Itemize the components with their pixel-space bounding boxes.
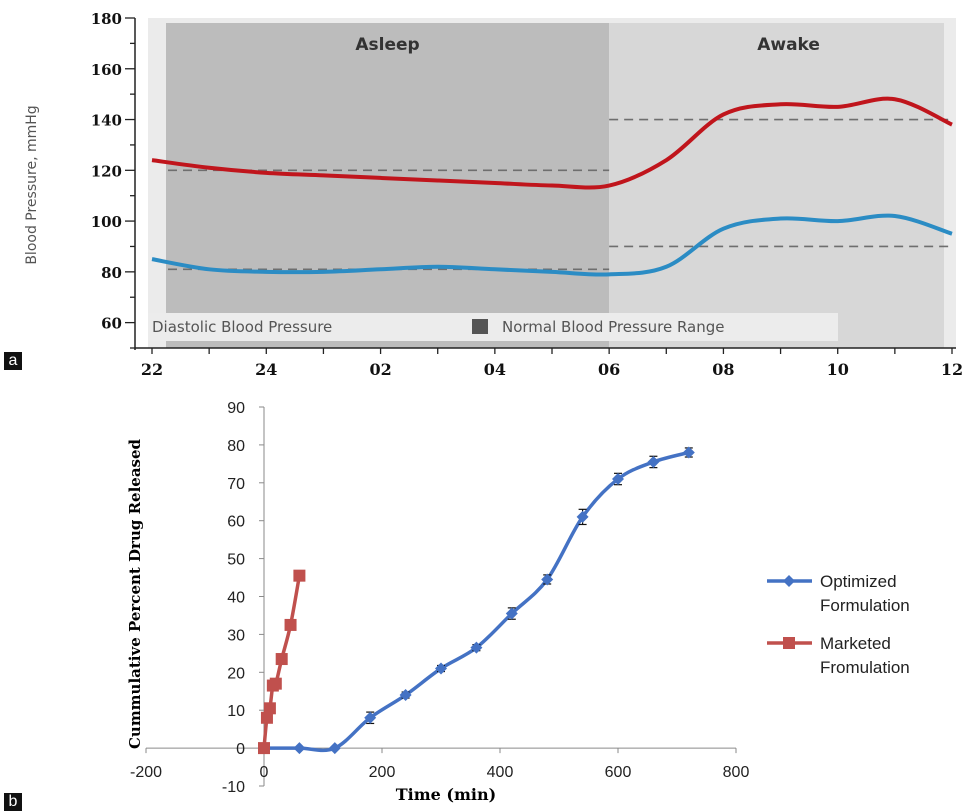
- bp-y-tick-label: 100: [91, 213, 122, 231]
- release-point-0: [612, 473, 624, 486]
- bp-series-line-0: [151, 96, 953, 190]
- release-y-tick-label: 30: [227, 627, 245, 644]
- blood-pressure-chart: Asleep Awake Diastolic Blood Pressure No…: [24, 10, 963, 379]
- release-point-0: [647, 455, 660, 468]
- release-point-0: [541, 573, 554, 586]
- bp-y-tick-label: 140: [91, 112, 122, 130]
- release-y-tick-label: 60: [227, 514, 245, 531]
- release-point-1: [284, 618, 297, 631]
- release-y-axis-label: Cummulative Percent Drug Released: [126, 438, 144, 749]
- release-point-1: [258, 742, 270, 755]
- bp-x-tick-label: 06: [598, 360, 620, 379]
- bp-axes: 60 80 100 120 140 160 180 22 24 02 04 06 08 10 12: [91, 10, 963, 379]
- release-point-0: [293, 742, 306, 755]
- legend-box: [148, 313, 838, 341]
- legend-label-1: Marketed Fromulation: [820, 634, 910, 677]
- release-point-0: [328, 742, 341, 755]
- release-point-0: [470, 641, 483, 654]
- release-y-tick-label: 50: [227, 552, 245, 569]
- bp-y-tick-label: 160: [91, 61, 122, 79]
- bp-x-tick-label: 10: [827, 360, 849, 379]
- asleep-label: Asleep: [355, 35, 419, 55]
- release-series: [258, 446, 695, 755]
- release-x-axis-label: Time (min): [396, 785, 496, 804]
- release-y-tick-label: 90: [227, 400, 245, 417]
- release-point-0: [576, 510, 589, 523]
- legend-label-line: Optimized: [820, 572, 897, 591]
- release-y-tick-label: 80: [227, 438, 245, 455]
- bp-x-tick-label: 04: [484, 360, 506, 379]
- bp-y-tick-label: 120: [91, 162, 122, 180]
- legend-label-line: Formulation: [820, 596, 910, 615]
- bp-x-tick-label: 08: [712, 360, 734, 379]
- release-point-1: [269, 677, 282, 690]
- panel-label-b: b: [4, 793, 22, 811]
- panel-label-a: a: [4, 352, 22, 370]
- legend-label-0: Optimized Formulation: [820, 572, 910, 615]
- awake-region: [609, 23, 944, 348]
- release-x-tick-label: 400: [487, 764, 514, 781]
- bp-x-tick-label: 22: [141, 360, 163, 379]
- bp-y-tick-label: 80: [101, 264, 122, 282]
- release-point-0: [435, 662, 447, 675]
- legend-label-line: Fromulation: [820, 658, 910, 677]
- release-point-0: [399, 689, 412, 702]
- release-y-tick-label: 40: [227, 590, 245, 607]
- legend-label-line: Marketed: [820, 634, 891, 653]
- release-x-tick-label: 200: [369, 764, 396, 781]
- bp-series-line-1: [151, 213, 953, 277]
- bp-x-tick-label: 24: [255, 360, 277, 379]
- release-y-tick-label: 20: [227, 665, 245, 682]
- legend-normal-range: Normal Blood Pressure Range: [502, 318, 725, 336]
- release-point-0: [364, 711, 377, 724]
- legend-diastolic: Diastolic Blood Pressure: [152, 318, 332, 336]
- legend-swatch: [472, 319, 488, 334]
- release-point-0: [505, 607, 518, 620]
- legend-marker-1: [783, 637, 795, 649]
- release-x-tick-label: 0: [260, 764, 269, 781]
- release-y-tick-label: 0: [236, 741, 245, 758]
- bp-x-tick-label: 02: [369, 360, 391, 379]
- release-point-1: [293, 569, 306, 582]
- release-x-tick-label: -200: [130, 764, 162, 781]
- bp-y-tick-label: 60: [101, 315, 122, 333]
- release-y-tick-label: 10: [227, 703, 245, 720]
- legend-marker-0: [783, 575, 795, 587]
- bp-y-axis-label: Blood Pressure, mmHg: [24, 105, 40, 264]
- release-x-tick-label: 600: [605, 764, 632, 781]
- release-point-1: [275, 653, 288, 666]
- release-point-0: [682, 446, 695, 459]
- release-series-line-0: [264, 450, 690, 753]
- release-y-tick-label: -10: [222, 779, 245, 796]
- release-axes: -10 0 10 20 30 40 50 60 70 80 90 -200 0 200 400 600 800: [130, 400, 749, 796]
- bp-series: [151, 96, 953, 277]
- bp-x-tick-label: 12: [941, 360, 963, 379]
- bp-y-tick-label: 180: [91, 10, 122, 28]
- awake-label: Awake: [757, 35, 820, 55]
- release-point-1: [260, 711, 273, 724]
- release-legend: Optimized Formulation Marketed Fromulation: [767, 572, 910, 677]
- release-point-1: [263, 702, 276, 715]
- release-x-tick-label: 800: [723, 764, 750, 781]
- release-y-tick-label: 70: [227, 476, 245, 493]
